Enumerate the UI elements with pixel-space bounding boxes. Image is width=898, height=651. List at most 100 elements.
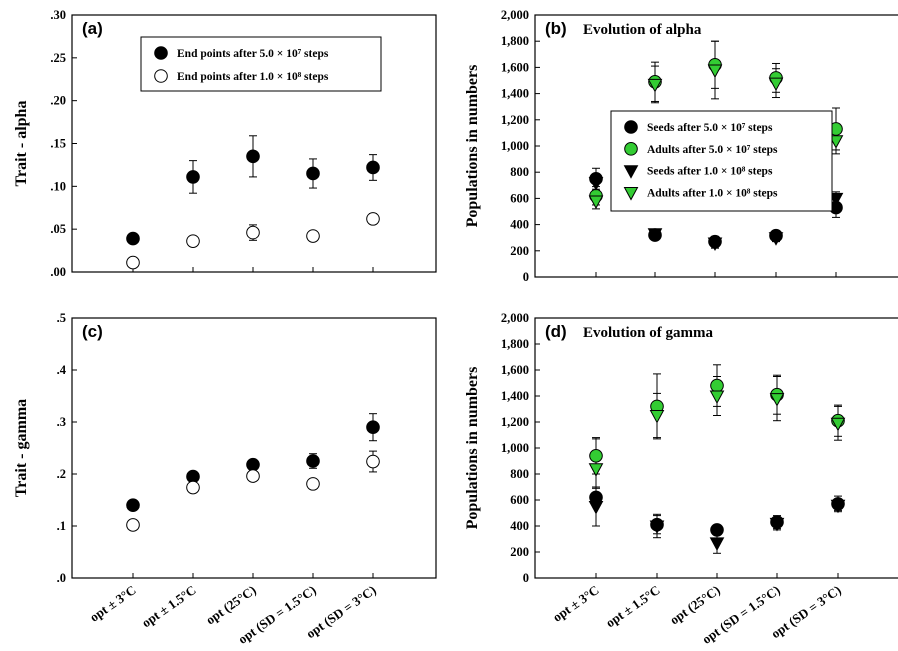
panel-label: (b) <box>545 19 567 38</box>
legend-entry: Seeds after 1.0 × 10⁸ steps <box>647 166 773 178</box>
y-tick-label: 0 <box>523 270 529 284</box>
data-point-circle <box>306 477 320 491</box>
y-tick-label: 200 <box>510 244 529 258</box>
legend-entry: Seeds after 5.0 × 10⁷ steps <box>647 122 773 134</box>
data-point-circle <box>186 480 200 495</box>
data-point-triangle <box>709 537 725 551</box>
y-tick-label: 400 <box>510 519 529 533</box>
legend-marker <box>624 120 638 134</box>
y-tick-label: .3 <box>57 415 66 429</box>
y-tick-label: 600 <box>510 493 529 507</box>
y-tick-label: 600 <box>510 191 529 205</box>
legend-entry: End points after 1.0 × 10⁸ steps <box>177 71 329 83</box>
legend-box <box>140 36 382 92</box>
data-point-circle <box>366 420 380 435</box>
legend-marker <box>154 46 168 60</box>
data-point-triangle <box>588 177 604 191</box>
panel-label: (c) <box>82 322 103 341</box>
data-point-circle <box>246 225 260 240</box>
y-tick-label: .5 <box>57 311 66 325</box>
y-tick-label: .15 <box>50 137 66 151</box>
panel-b: 0 200 400 600 800 1,000 1,200 1,400 1,600 1,800 2,… <box>464 8 898 284</box>
data-point-triangle <box>769 517 785 532</box>
y-tick-label: 1,400 <box>501 87 529 101</box>
data-point-circle <box>186 170 200 184</box>
data-point-circle <box>710 523 724 537</box>
y-tick-label: 1,400 <box>501 389 529 403</box>
panel-a: .00 .05 .10 .15 .20 .25 .30 Trait - alpha (a) End… <box>13 8 437 279</box>
y-tick-label: .20 <box>50 94 66 108</box>
data-point-circle <box>306 166 320 181</box>
y-tick-label: 1,000 <box>501 441 529 455</box>
x-tick-label: opt ± 1.5°C <box>603 582 663 630</box>
legend-entry: Adults after 1.0 × 10⁸ steps <box>647 188 778 200</box>
data-point-circle <box>366 212 380 226</box>
data-point-circle <box>126 231 140 246</box>
data-point-circle <box>126 498 140 513</box>
y-tick-label: 1,600 <box>501 363 529 377</box>
y-tick-label: 800 <box>510 165 529 179</box>
data-point-circle <box>246 469 260 483</box>
data-point-triangle <box>588 463 604 477</box>
data-point-triangle <box>769 393 785 407</box>
data-point-circle <box>306 454 320 468</box>
y-tick-label: .25 <box>50 51 66 65</box>
y-axis-label: Trait - alpha <box>13 101 30 187</box>
data-point-circle <box>246 457 260 472</box>
y-tick-label: .05 <box>50 222 66 236</box>
x-tick-label: opt (25°C) <box>667 582 723 627</box>
data-point-circle <box>589 449 603 463</box>
panel-title: Evolution of gamma <box>583 325 714 341</box>
y-tick-label: 1,600 <box>501 60 529 74</box>
legend: End points after 5.0 × 10⁷ steps End poin… <box>140 36 382 92</box>
data-point-triangle <box>768 77 784 92</box>
data-point-triangle <box>707 237 723 251</box>
y-axis-label: Trait - gamma <box>13 399 30 497</box>
y-tick-label: .30 <box>50 8 66 22</box>
panel-label: (d) <box>545 322 567 341</box>
x-tick-label: opt ± 3°C <box>550 582 602 625</box>
legend-marker <box>154 69 168 83</box>
y-tick-label: 400 <box>510 218 529 232</box>
x-tick-label: opt (25°C) <box>203 582 259 627</box>
y-tick-label: .4 <box>57 363 67 377</box>
data-point-triangle <box>830 417 846 432</box>
legend-marker <box>623 187 639 201</box>
legend-marker <box>624 142 638 156</box>
y-tick-label: .0 <box>57 571 66 585</box>
data-point-triangle <box>649 410 665 424</box>
y-tick-label: 1,000 <box>501 139 529 153</box>
y-tick-label: 1,200 <box>501 113 529 127</box>
data-point-triangle <box>588 195 604 210</box>
data-point-triangle <box>709 390 725 405</box>
data-point-triangle <box>588 501 604 515</box>
y-axis-label: Populations in numbers <box>464 367 481 530</box>
data-point-triangle <box>649 520 665 535</box>
data-point-triangle <box>768 232 784 246</box>
data-point-triangle <box>830 499 846 514</box>
legend-entry: Adults after 5.0 × 10⁷ steps <box>647 144 778 156</box>
y-tick-label: 200 <box>510 545 529 559</box>
y-tick-label: 2,000 <box>501 8 529 22</box>
y-tick-label: 800 <box>510 467 529 481</box>
data-point-triangle <box>707 64 723 79</box>
data-point-circle <box>710 378 724 393</box>
y-tick-label: .2 <box>57 467 66 481</box>
data-point-triangle <box>828 192 844 207</box>
data-point-circle <box>366 160 380 175</box>
data-point-triangle <box>647 78 663 93</box>
y-axis-label: Populations in numbers <box>464 65 481 228</box>
data-point-circle <box>306 229 320 243</box>
data-point-circle <box>126 255 140 270</box>
data-point-circle <box>246 149 260 164</box>
legend-box <box>610 110 833 212</box>
y-tick-label: .1 <box>57 519 66 533</box>
panel-d: 0 200 400 600 800 1,000 1,200 1,400 1,600 1,800 2,… <box>464 311 898 647</box>
y-tick-label: 2,000 <box>501 311 529 325</box>
legend-marker <box>623 165 639 179</box>
y-tick-label: .10 <box>50 179 66 193</box>
x-tick-label: opt ± 3°C <box>87 582 139 625</box>
y-tick-label: 1,800 <box>501 337 529 351</box>
x-tick-label: opt ± 1.5°C <box>139 582 199 630</box>
